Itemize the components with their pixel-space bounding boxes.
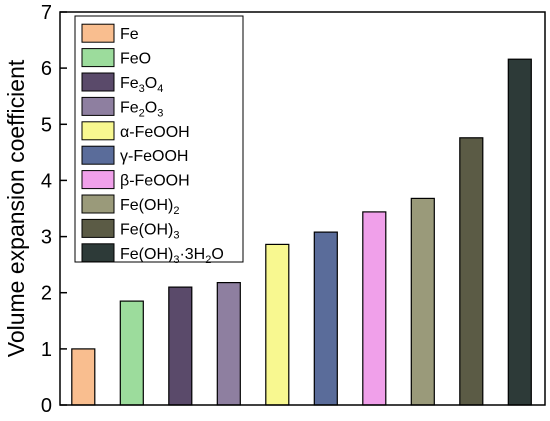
legend-swatch-9: [81, 218, 115, 238]
legend-swatch-4: [81, 96, 115, 116]
legend-swatch-5: [81, 121, 115, 141]
bar-6: [313, 231, 338, 406]
y-ticks: 0 1 2 3 4 5 6 7: [41, 2, 67, 417]
legend-label-3: Fe3O4: [120, 75, 163, 95]
legend-swatch-8: [81, 194, 115, 214]
plot-frame: [59, 11, 546, 406]
legend-label-1: Fe: [120, 26, 139, 43]
legend-label-5: α-FeOOH: [120, 124, 190, 141]
legend-label-2: FeO: [120, 51, 151, 68]
bar-4: [216, 282, 241, 406]
legend-swatch-3: [81, 72, 115, 92]
legend-swatch-7: [81, 170, 115, 190]
y-tick-label: 0: [41, 395, 52, 416]
bar-9: [459, 137, 484, 406]
y-tick-label: 3: [41, 227, 52, 249]
y-tick-label: 1: [41, 339, 52, 361]
bar-2: [119, 300, 144, 406]
y-tick-label: 2: [41, 283, 52, 305]
y-tick-label: 5: [41, 114, 52, 136]
legend: Fe FeO Fe3O4 Fe2O3 α-FeOOH γ-FeOOH β-FeOOH Fe(O…: [74, 15, 244, 266]
legend-label-7: β-FeOOH: [120, 173, 190, 190]
y-tick-label: 7: [41, 2, 52, 24]
legend-swatch-6: [81, 145, 115, 165]
bar-3: [168, 286, 193, 406]
legend-label-9: Fe(OH)3: [120, 221, 179, 241]
legend-swatch-1: [81, 23, 115, 43]
legend-label-10: Fe(OH)3·3H2O: [120, 246, 224, 266]
bar-7: [362, 211, 387, 406]
legend-swatch-10: [81, 243, 115, 263]
legend-label-8: Fe(OH)2: [120, 197, 179, 217]
bar-10: [507, 58, 532, 406]
y-tick-label: 6: [41, 58, 52, 80]
bar-1: [71, 348, 96, 406]
legend-label-4: Fe2O3: [120, 99, 163, 119]
y-tick-label: 4: [41, 170, 52, 192]
legend-swatch-2: [81, 48, 115, 68]
legend-label-6: γ-FeOOH: [120, 148, 188, 165]
bar-5: [265, 243, 290, 406]
bar-8: [410, 197, 435, 406]
y-axis-label: Volume expansion coefficient: [3, 59, 29, 357]
bars-layer: [71, 58, 532, 406]
